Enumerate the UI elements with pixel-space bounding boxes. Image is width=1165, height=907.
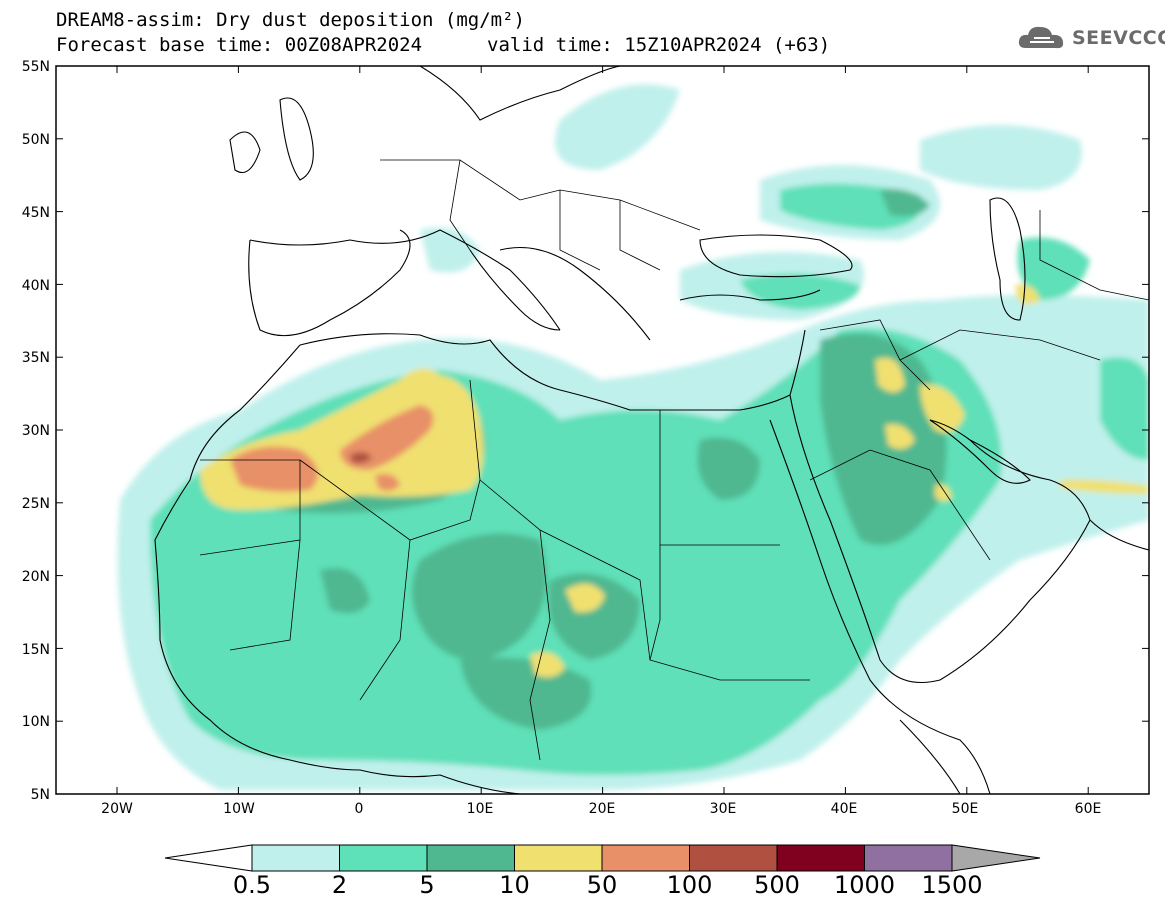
longitude-axis: 20W 10W 0 10E 20E 30E 40E 50E 60E bbox=[101, 801, 1101, 817]
colorbar-tick-label: 50 bbox=[587, 871, 618, 899]
colorbar-tick-label: 2 bbox=[332, 871, 347, 899]
valid-time: valid time: 15Z10APR2024 (+63) bbox=[487, 34, 831, 56]
lat-label: 40N bbox=[22, 278, 50, 294]
country-borders bbox=[199, 159, 1149, 761]
lat-label: 45N bbox=[22, 205, 50, 221]
lon-label: 40E bbox=[831, 801, 858, 817]
cloud-icon bbox=[1018, 26, 1064, 49]
colorbar-boxes bbox=[251, 844, 953, 872]
lat-label: 10N bbox=[22, 714, 50, 730]
lon-label: 10W bbox=[223, 801, 255, 817]
colorbar-swatch bbox=[426, 844, 515, 872]
lon-label: 20W bbox=[101, 801, 133, 817]
colorbar-tick-label: 5 bbox=[419, 871, 434, 899]
lon-label: 60E bbox=[1075, 801, 1102, 817]
lat-label: 25N bbox=[22, 496, 50, 512]
colorbar-swatch bbox=[689, 844, 778, 872]
colorbar-swatch bbox=[514, 844, 603, 872]
colorbar-swatch bbox=[601, 844, 690, 872]
colorbar-tick-label: 10 bbox=[499, 871, 530, 899]
lat-label: 15N bbox=[22, 642, 50, 658]
colorbar-swatch bbox=[339, 844, 428, 872]
latitude-axis: 55N 50N 45N 40N 35N 30N 25N 20N 15N 10N … bbox=[22, 59, 50, 803]
coastlines bbox=[154, 66, 1149, 794]
lat-label: 5N bbox=[31, 787, 50, 803]
colorbar-tick-label: 1000 bbox=[834, 871, 895, 899]
map-title: DREAM8-assim: Dry dust deposition (mg/m²… bbox=[56, 9, 525, 31]
lon-label: 10E bbox=[467, 801, 494, 817]
colorbar-swatch bbox=[776, 844, 865, 872]
colorbar-swatch bbox=[251, 844, 340, 872]
lon-label: 50E bbox=[952, 801, 979, 817]
lat-label: 35N bbox=[22, 350, 50, 366]
axis-ticks bbox=[56, 65, 1149, 795]
colorbar-tick-label: 100 bbox=[667, 871, 713, 899]
colorbar-tick-label: 0.5 bbox=[233, 871, 271, 899]
lat-label: 55N bbox=[22, 59, 50, 75]
level-100-band bbox=[350, 452, 372, 464]
lon-label: 20E bbox=[589, 801, 616, 817]
colorbar-tick-label: 500 bbox=[754, 871, 800, 899]
logo-text: SEEVCCC bbox=[1072, 27, 1165, 49]
colorbar-tick-label: 1500 bbox=[921, 871, 982, 899]
lon-label: 0 bbox=[355, 801, 364, 817]
lat-label: 20N bbox=[22, 569, 50, 585]
lat-label: 30N bbox=[22, 423, 50, 439]
colorbar: 0.5 2 5 10 50 100 500 1000 1500 bbox=[164, 844, 1041, 899]
seevccc-logo: SEEVCCC bbox=[1016, 22, 1165, 54]
colorbar-under-arrow bbox=[164, 844, 253, 872]
lon-label: 30E bbox=[710, 801, 737, 817]
colorbar-swatch bbox=[864, 844, 953, 872]
colorbar-labels: 0.5 2 5 10 50 100 500 1000 1500 bbox=[233, 871, 983, 899]
colorbar-over-arrow bbox=[951, 844, 1041, 872]
lat-label: 50N bbox=[22, 132, 50, 148]
forecast-base-time: Forecast base time: 00Z08APR2024 bbox=[56, 34, 423, 56]
map-panel[interactable] bbox=[56, 66, 1149, 794]
dust-deposition-field bbox=[117, 84, 1149, 790]
